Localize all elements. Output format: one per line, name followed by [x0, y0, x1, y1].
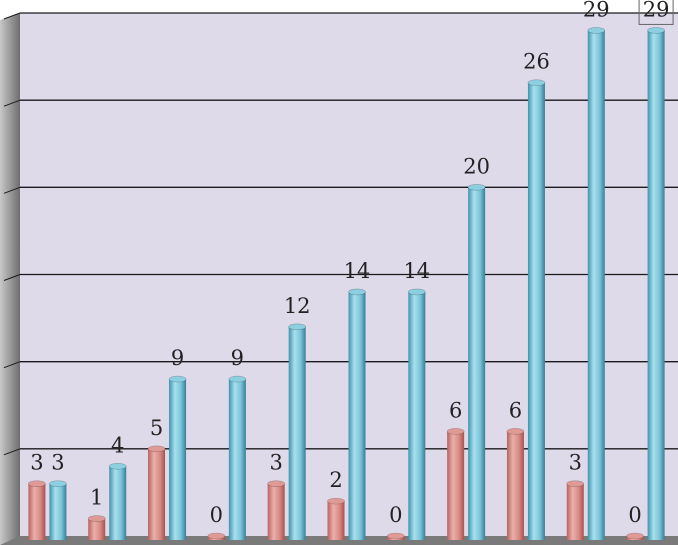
- bar-cap-series1-3: [147, 445, 166, 453]
- data-label-series1-7: 0: [389, 503, 402, 527]
- data-label-series1-1: 3: [30, 451, 43, 475]
- bar-cap-series2-6: [348, 288, 366, 296]
- bar-series2-11: [647, 30, 665, 541]
- data-label-series1-5: 3: [269, 451, 282, 475]
- data-label-series1-3: 5: [150, 416, 163, 440]
- data-label-series2-3: 9: [171, 346, 184, 370]
- bar-series2-8: [468, 187, 486, 541]
- gridline-wall: [3, 186, 21, 194]
- data-label-series2-7: 14: [403, 259, 430, 283]
- bars: [28, 27, 665, 541]
- bar-series2-3: [169, 379, 187, 540]
- bar-cap-series2-1: [49, 480, 67, 488]
- bar-series1-9: [506, 431, 524, 540]
- bar-cap-series1-11: [626, 532, 644, 540]
- bar-cap-series1-8: [446, 428, 465, 435]
- gridline-wall: [3, 361, 21, 369]
- data-label-series1-8: 6: [449, 398, 462, 422]
- data-label-series1-2: 1: [90, 486, 103, 510]
- bar-series1-6: [327, 501, 345, 540]
- gridline-wall: [3, 448, 21, 456]
- bar-cap-series2-3: [168, 375, 187, 383]
- gridlines: [3, 12, 678, 456]
- data-label-series2-8: 20: [463, 154, 490, 178]
- data-label-series2-6: 14: [344, 259, 371, 283]
- data-label-series2-9: 26: [523, 50, 550, 74]
- gridline-wall: [3, 274, 21, 281]
- bar-series2-7: [408, 291, 426, 540]
- bar-cap-series2-7: [408, 288, 426, 296]
- bar-series1-5: [267, 483, 285, 540]
- bar-series2-4: [228, 379, 246, 540]
- bar-cap-series2-9: [527, 79, 546, 87]
- data-label-series2-1: 3: [51, 451, 64, 475]
- chart-side-wall: [0, 13, 20, 545]
- data-label-series2-10: 29: [583, 0, 610, 21]
- bar-series2-2: [109, 466, 127, 540]
- data-label-series2-4: 9: [231, 346, 244, 370]
- bar-cap-series2-5: [288, 323, 306, 331]
- data-label-series1-11: 0: [628, 503, 641, 527]
- bar-series1-8: [447, 431, 465, 540]
- bar-cap-series2-8: [467, 184, 486, 191]
- gridline-wall: [3, 99, 21, 107]
- bar-cap-series2-4: [228, 375, 247, 383]
- bar-series1-3: [148, 448, 166, 540]
- bar-series2-1: [49, 483, 67, 540]
- bar-series2-9: [527, 82, 545, 540]
- bar-cap-series1-5: [267, 480, 285, 488]
- bar-series1-10: [566, 483, 584, 540]
- bar-cap-series1-10: [566, 480, 585, 488]
- bar-series2-10: [587, 30, 605, 541]
- bar-cap-series1-6: [327, 497, 345, 505]
- gridline-wall: [3, 12, 21, 20]
- bar-cap-series1-2: [87, 515, 106, 522]
- bar-cap-series1-7: [387, 532, 405, 540]
- data-label-series1-10: 3: [569, 451, 582, 475]
- bar-series1-1: [28, 483, 46, 540]
- data-label-box: [638, 0, 674, 25]
- bar-cap-series2-11: [647, 27, 665, 34]
- data-label-series2-2: 4: [111, 433, 124, 457]
- bar-series1-2: [88, 518, 106, 540]
- bar-series2-5: [288, 326, 306, 540]
- data-label-series1-6: 2: [329, 468, 342, 492]
- bar-cap-series1-4: [207, 532, 226, 540]
- data-label-series1-4: 0: [210, 503, 223, 527]
- bar-cap-series1-1: [28, 480, 46, 488]
- bar-cap-series2-10: [587, 27, 606, 34]
- bar-cap-series2-2: [108, 462, 127, 470]
- data-label-series1-9: 6: [509, 398, 522, 422]
- data-label-series2-11: 29: [643, 0, 670, 21]
- bar-series2-6: [348, 291, 366, 540]
- bar-cap-series1-9: [506, 428, 525, 435]
- data-label-series2-5: 12: [284, 294, 311, 318]
